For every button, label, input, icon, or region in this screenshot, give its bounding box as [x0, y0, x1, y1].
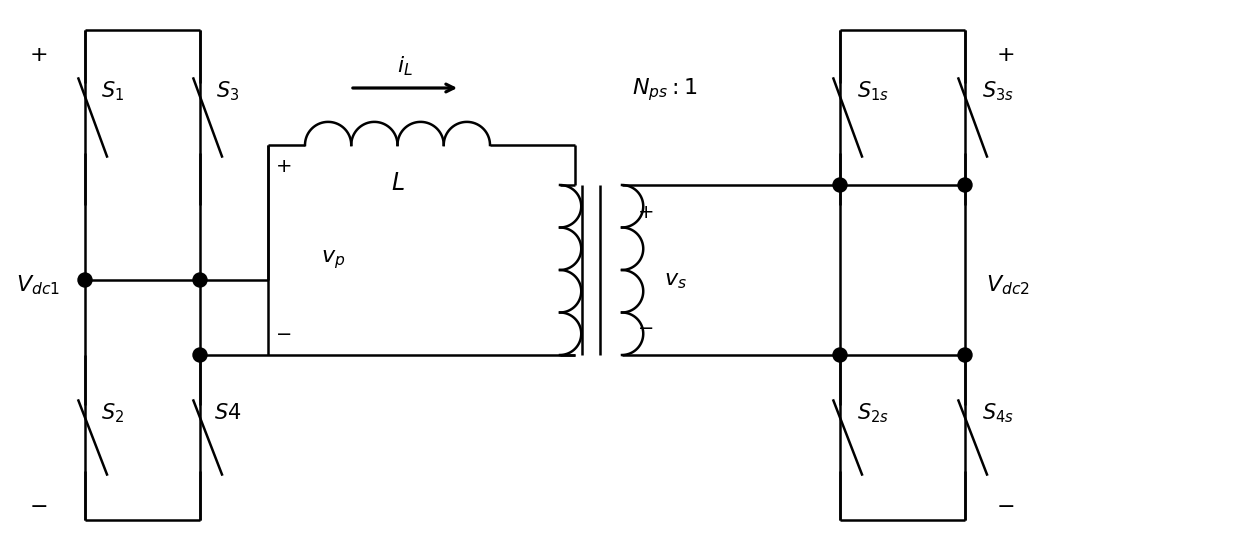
- Circle shape: [78, 273, 92, 287]
- Text: $-$: $-$: [637, 318, 653, 336]
- Circle shape: [959, 348, 972, 362]
- Circle shape: [833, 178, 847, 192]
- Text: $S4$: $S4$: [215, 403, 242, 423]
- Text: $V_{dc2}$: $V_{dc2}$: [986, 273, 1030, 297]
- Text: $+$: $+$: [275, 158, 291, 176]
- Text: $v_p$: $v_p$: [321, 249, 345, 271]
- Text: $S_3$: $S_3$: [216, 79, 239, 103]
- Text: $+$: $+$: [637, 204, 653, 222]
- Text: $N_{ps}:1$: $N_{ps}:1$: [632, 77, 698, 104]
- Circle shape: [833, 348, 847, 362]
- Text: $S_2$: $S_2$: [102, 401, 124, 425]
- Text: $S_1$: $S_1$: [102, 79, 124, 103]
- Circle shape: [959, 178, 972, 192]
- Circle shape: [193, 273, 207, 287]
- Circle shape: [193, 348, 207, 362]
- Text: $-$: $-$: [996, 494, 1014, 516]
- Text: $+$: $+$: [996, 44, 1014, 66]
- Text: $+$: $+$: [29, 44, 47, 66]
- Text: $-$: $-$: [275, 324, 291, 342]
- Text: $S_{3s}$: $S_{3s}$: [982, 79, 1014, 103]
- Text: $v_s$: $v_s$: [663, 269, 687, 291]
- Text: $L$: $L$: [391, 172, 404, 195]
- Text: $S_{4s}$: $S_{4s}$: [982, 401, 1014, 425]
- Text: $-$: $-$: [29, 494, 47, 516]
- Text: $i_L$: $i_L$: [397, 54, 413, 78]
- Text: $S_{1s}$: $S_{1s}$: [857, 79, 889, 103]
- Text: $V_{dc1}$: $V_{dc1}$: [16, 273, 60, 297]
- Text: $S_{2s}$: $S_{2s}$: [857, 401, 889, 425]
